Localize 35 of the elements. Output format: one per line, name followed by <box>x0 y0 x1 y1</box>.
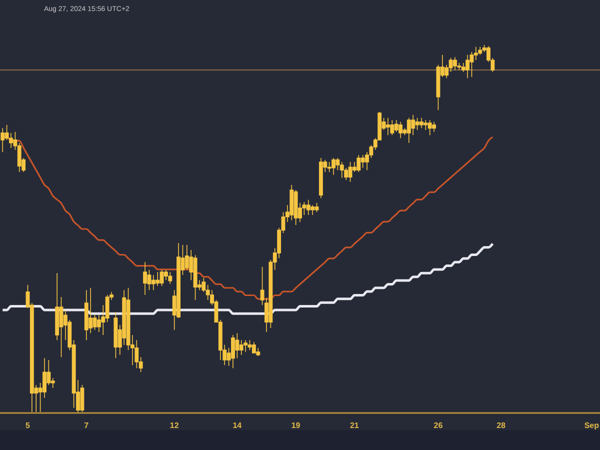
candlestick <box>466 54 470 79</box>
x-tick-label: Sep <box>584 421 600 430</box>
candlestick <box>306 200 310 216</box>
candlestick <box>318 158 323 198</box>
x-tick-label: 19 <box>291 421 301 430</box>
x-tick-label: 7 <box>84 421 90 430</box>
candlestick <box>398 122 402 139</box>
x-tick-label: 26 <box>434 421 444 430</box>
x-tick-label: 5 <box>26 421 31 430</box>
candlestick <box>356 154 361 172</box>
candlestick <box>0 128 5 152</box>
candlestick <box>252 342 256 354</box>
candlestick <box>332 158 336 176</box>
candlestick <box>453 56 457 70</box>
candlestick <box>143 262 147 296</box>
x-tick-label: 21 <box>350 421 360 430</box>
x-tick-label: 12 <box>170 421 180 430</box>
x-tick-label: 28 <box>496 421 506 430</box>
candlestick <box>244 340 248 352</box>
candlestick <box>406 117 411 144</box>
candlestick <box>390 120 394 136</box>
candlestick <box>290 184 294 221</box>
candlestick <box>160 269 164 286</box>
candlestick <box>340 162 344 178</box>
candlestick <box>428 120 432 136</box>
candlestick <box>156 272 160 286</box>
candlestick <box>231 334 235 369</box>
candlestick <box>432 122 436 132</box>
candlestick <box>84 290 88 341</box>
candlestick <box>360 154 365 168</box>
x-tick-label: 14 <box>232 421 242 430</box>
candlestick <box>168 272 172 284</box>
candlestick <box>114 312 118 359</box>
candlestick <box>419 117 424 129</box>
candlestick <box>386 117 390 136</box>
